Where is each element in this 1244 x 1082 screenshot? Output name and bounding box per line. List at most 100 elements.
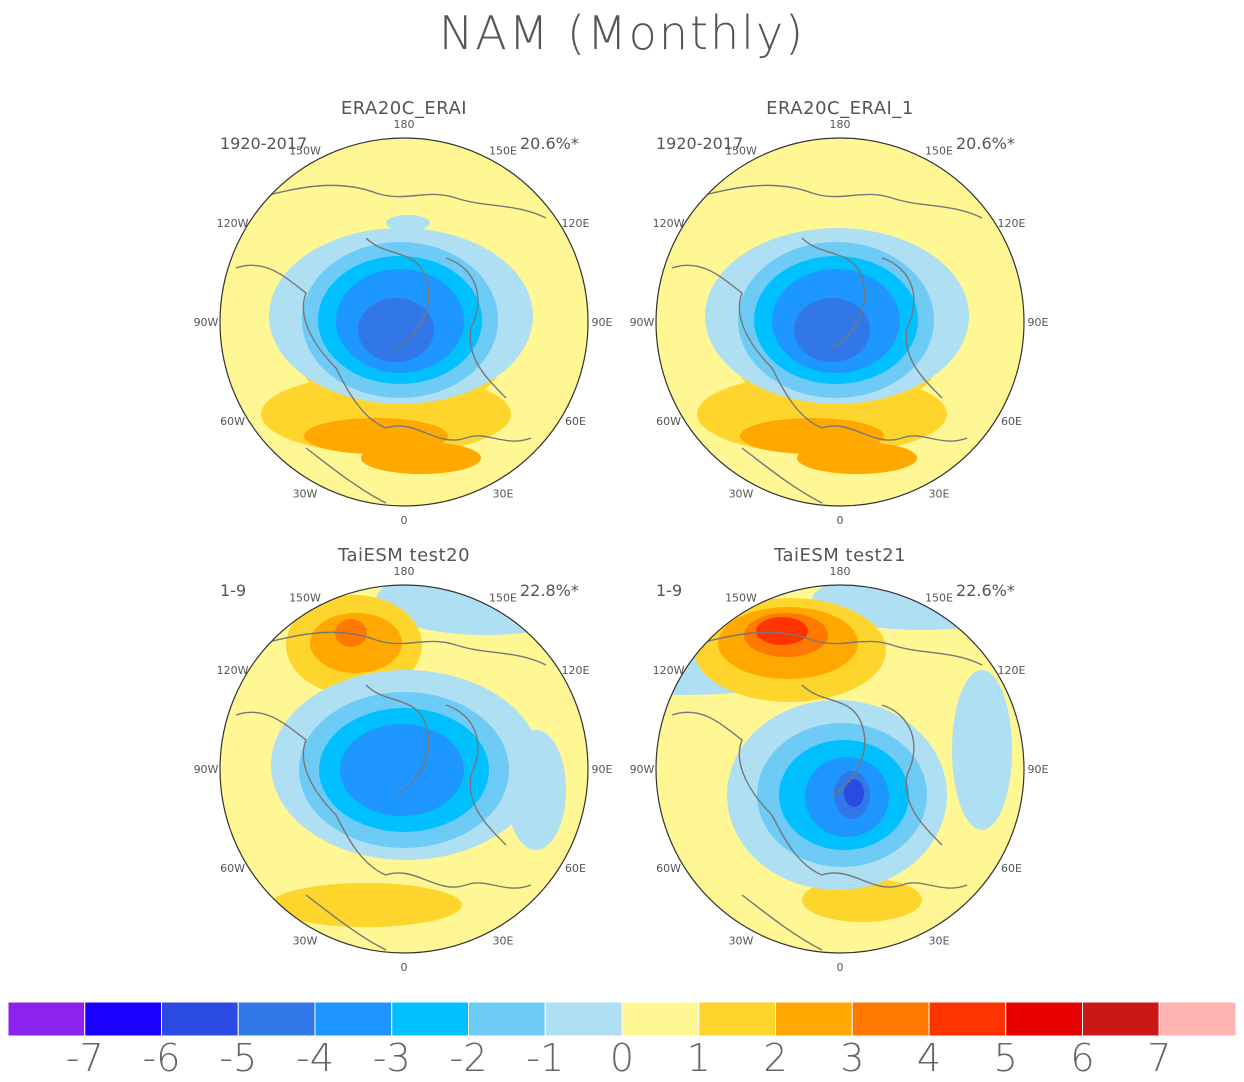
panel-title: ERA20C_ERAI_1 [766,98,914,119]
coastline [255,184,547,219]
colorbar-tick-label: 6 [1070,1036,1095,1080]
panel-title: TaiESM test20 [337,545,471,566]
coastline [365,237,430,349]
contour-region [340,724,464,816]
map-panel: ERA20C_ERAI 1920-2017 20.6%* 180 150E 120E… [186,98,622,528]
contour-region [844,779,864,807]
colorbar-tick-label: 3 [840,1036,865,1080]
longitude-label: 120W [217,217,249,230]
longitude-label: 30E [493,487,514,500]
explained-variance: 20.6%* [520,134,579,153]
map-boundary [219,137,589,507]
panel-period: 1920-2017 [656,134,744,153]
longitude-label: 120E [561,664,589,677]
longitude-label: 90E [1028,763,1049,776]
figure-title: NAM (Monthly) [438,6,806,60]
map-boundary [655,584,1025,954]
colorbar-tick-label: -7 [65,1036,104,1080]
contour-region [358,298,434,362]
longitude-label: 150W [289,145,321,158]
coastline [881,257,943,399]
coastline [741,894,823,951]
colorbar [8,1002,1236,1036]
longitude-label: 120E [561,217,589,230]
polar-map: 180 150E 120E 90E 60E 30E 0 30W 60W 90W 120W 150W [194,118,613,527]
colorbar-swatch [314,1002,393,1036]
longitude-label: 150W [289,592,321,605]
coastline [881,704,943,846]
coastline [821,425,968,442]
coastline [691,631,983,666]
longitude-label: 30E [929,934,950,947]
colorbar-swatch [84,1002,162,1036]
longitude-label: 90W [194,763,219,776]
map-panel: TaiESM test21 1-9 22.6%* 180 150E 120E 90E 6… [622,545,1058,975]
colorbar-tick-label: -6 [142,1036,181,1080]
colorbar-tick-label: 5 [993,1036,1018,1080]
contour-region [386,215,430,231]
longitude-label: 30E [493,934,514,947]
coastline [801,684,866,796]
coastline [801,237,866,349]
longitude-label: 90E [1028,316,1049,329]
coastline [365,684,430,796]
longitude-label: 150E [489,592,517,605]
panel-period: 1920-2017 [220,134,308,153]
longitude-label: 30W [293,934,318,947]
coastline [445,704,507,846]
colorbar-swatch [1082,1002,1160,1036]
panel-period: 1-9 [656,581,683,600]
longitude-label: 120E [997,664,1025,677]
map-boundary [219,584,589,954]
colorbar-swatch [468,1002,546,1036]
map-panel: ERA20C_ERAI_1 1920-2017 20.6%* 180 150E 12… [622,98,1058,528]
coastline [235,264,387,429]
explained-variance: 22.8%* [520,581,579,600]
longitude-label: 60W [656,415,681,428]
colorbar-tick-label: -3 [372,1036,411,1080]
colorbar-tick-label: 0 [609,1036,635,1080]
colorbar-swatch [544,1002,623,1036]
longitude-label: 120E [997,217,1025,230]
longitude-label: 180 [394,118,415,131]
panel-title: TaiESM test21 [773,545,907,566]
longitude-label: 60E [565,862,586,875]
contour-region [952,670,1012,830]
longitude-label: 150E [925,145,953,158]
longitude-label: 90E [592,763,613,776]
contour-region [797,442,917,474]
contour-region [270,883,462,927]
polar-map: 180 150E 120E 90E 60E 30E 0 30W 60W 90W 120W 150W [630,118,1049,527]
coastline [741,447,823,504]
explained-variance: 20.6%* [956,134,1015,153]
panel-title: ERA20C_ERAI [340,98,468,119]
contour-region [361,442,481,474]
longitude-label: 60W [220,862,245,875]
polar-map: 180 150E 120E 90E 60E 30E 0 30W 60W 90W 120W 150W [630,565,1049,974]
coastline [305,447,387,504]
longitude-label: 60E [1001,862,1022,875]
colorbar-swatch [928,1002,1007,1036]
longitude-label: 30W [729,934,754,947]
colorbar-tick-label: 7 [1147,1036,1172,1080]
coastline [305,894,387,951]
longitude-label: 90E [592,316,613,329]
longitude-label: 180 [830,118,851,131]
contour-region [794,298,870,362]
longitude-label: 60W [220,415,245,428]
coastline [671,711,823,876]
panel-period: 1-9 [220,581,247,600]
colorbar-swatch [775,1002,853,1036]
colorbar-swatch [1005,1002,1083,1036]
explained-variance: 22.6%* [956,581,1015,600]
longitude-label: 90W [630,316,655,329]
longitude-label: 30E [929,487,950,500]
colorbar-swatch [621,1002,700,1036]
longitude-label: 90W [194,316,219,329]
colorbar-tick-label: 1 [686,1036,711,1080]
colorbar-tick-label: 2 [763,1036,788,1080]
contour-region [756,617,808,645]
longitude-label: 0 [401,514,408,527]
contour-region [506,730,566,850]
colorbar-swatch [391,1002,469,1036]
